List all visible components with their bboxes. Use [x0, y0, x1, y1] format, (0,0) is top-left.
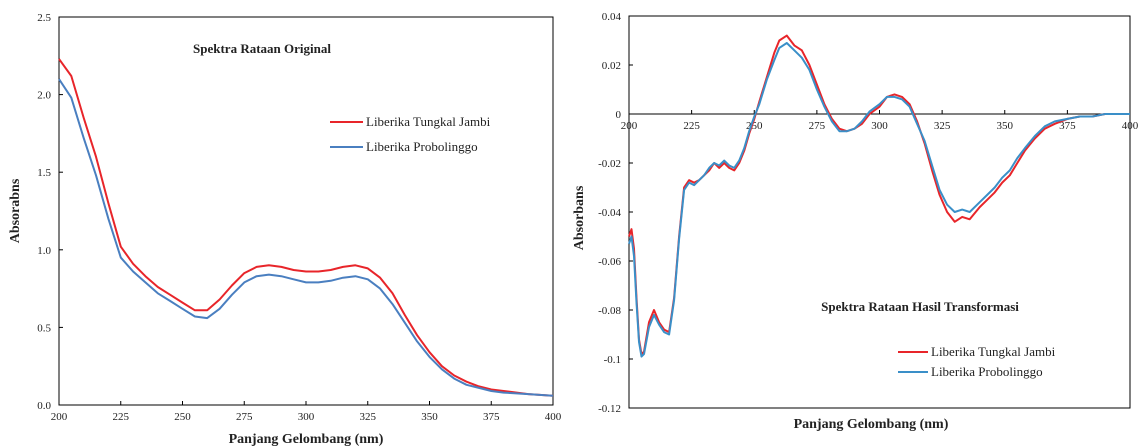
y-axis-label: Absorabns [8, 178, 23, 243]
y-tick-label: 2.5 [37, 12, 51, 24]
y-tick-label: -0.06 [598, 256, 621, 268]
y-tick-label: 0.5 [37, 322, 51, 334]
y-tick-label: -0.04 [598, 207, 621, 219]
plot-area [628, 15, 1131, 409]
series-line-probolinggo [628, 42, 1130, 358]
y-tick-label: 1.5 [37, 167, 51, 179]
legend-label-probolinggo: Liberika Probolinggo [931, 364, 1043, 379]
series-line-tungkal-jambi [58, 58, 554, 397]
y-tick-label: -0.1 [604, 354, 621, 366]
legend-label-tungkal-jambi: Liberika Tungkal Jambi [366, 114, 491, 129]
y-tick-label: 1.0 [37, 245, 51, 257]
x-tick-label: 225 [683, 120, 700, 132]
x-tick-label: 225 [113, 411, 130, 423]
x-axis-label: Panjang Gelombang (nm) [794, 417, 949, 432]
x-tick-label: 275 [809, 120, 826, 132]
y-tick-label: 0.04 [602, 11, 622, 23]
x-tick-label: 325 [934, 120, 951, 132]
x-tick-label: 200 [621, 120, 638, 132]
y-tick-label: -0.12 [598, 403, 621, 415]
x-tick-label: 350 [997, 120, 1014, 132]
y-tick-label: 0 [616, 109, 622, 121]
x-tick-label: 400 [1122, 120, 1139, 132]
y-tick-label: 0.0 [37, 400, 51, 412]
x-tick-label: 325 [360, 411, 377, 423]
x-tick-label: 375 [1059, 120, 1076, 132]
y-tick-label: -0.08 [598, 305, 621, 317]
x-tick-label: 300 [298, 411, 315, 423]
x-tick-label: 400 [545, 411, 562, 423]
x-axis-label: Panjang Gelombang (nm) [229, 432, 384, 447]
y-tick-label: 0.02 [602, 60, 621, 72]
x-tick-label: 200 [51, 411, 68, 423]
legend-label-tungkal-jambi: Liberika Tungkal Jambi [931, 344, 1056, 359]
chart-title: Spektra Rataan Hasil Transformasi [821, 299, 1019, 314]
series-line-probolinggo [58, 78, 554, 397]
x-tick-label: 250 [174, 411, 191, 423]
y-axis-label: Absorbans [572, 185, 587, 250]
x-tick-label: 350 [421, 411, 438, 423]
x-tick-label: 275 [236, 411, 253, 423]
x-tick-label: 375 [483, 411, 500, 423]
chart-original: Spektra Rataan Original Panjang Gelomban… [8, 12, 562, 447]
legend: Liberika Tungkal Jambi Liberika Probolin… [330, 114, 491, 154]
legend: Liberika Tungkal Jambi Liberika Probolin… [898, 344, 1056, 379]
x-tick-label: 300 [871, 120, 888, 132]
chart-title: Spektra Rataan Original [193, 41, 331, 56]
chart-transformed: Spektra Rataan Hasil Transformasi Panjan… [572, 11, 1139, 432]
y-tick-label: -0.02 [598, 158, 621, 170]
plot-area [58, 16, 554, 406]
y-tick-label: 2.0 [37, 90, 51, 102]
legend-label-probolinggo: Liberika Probolinggo [366, 139, 478, 154]
